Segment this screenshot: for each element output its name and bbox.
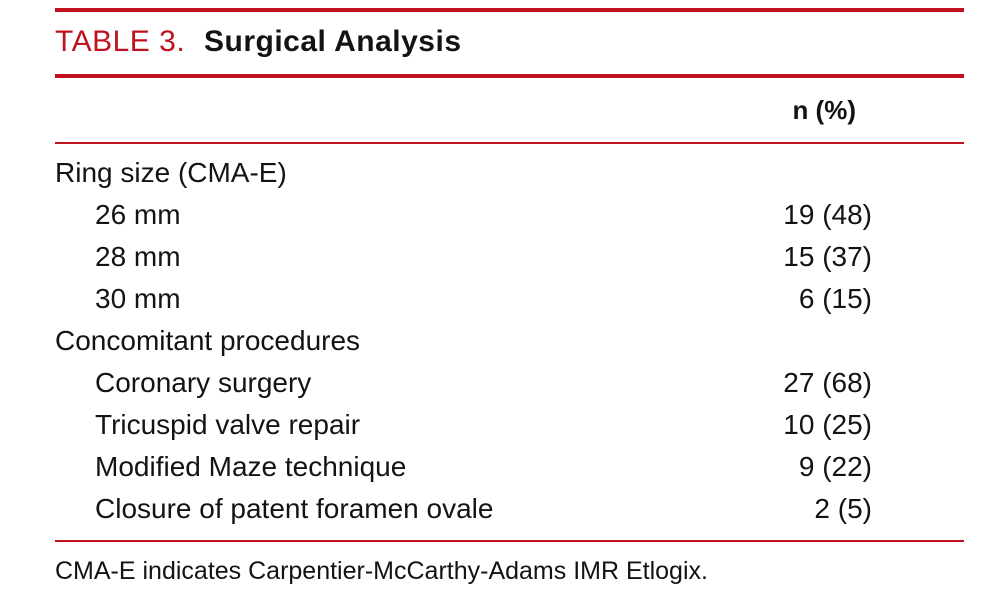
row-label: Modified Maze technique [95, 451, 407, 482]
row-value: 9 (22) [798, 451, 872, 482]
column-header-row: n (%) [55, 78, 964, 142]
footer-divider-rule [55, 540, 964, 542]
value-column-header: n (%) [792, 95, 856, 125]
row-label: Coronary surgery [95, 367, 312, 398]
top-rule [55, 8, 964, 12]
table-row: Modified Maze technique 9 (22) [55, 446, 964, 488]
table-row: 28 mm 15 (37) [55, 236, 964, 278]
row-label: Closure of patent foramen ovale [95, 493, 494, 524]
table-row: Tricuspid valve repair 10 (25) [55, 404, 964, 446]
row-label: Concomitant procedures [55, 325, 361, 356]
row-value: 6 (15) [798, 283, 872, 314]
row-label: Tricuspid valve repair [95, 409, 361, 440]
row-label: 26 mm [95, 199, 181, 230]
row-value: 19 (48) [783, 199, 872, 230]
table-title: TABLE 3. Surgical Analysis [55, 25, 964, 59]
title-divider-rule [55, 74, 964, 78]
table-row: Concomitant procedures [55, 320, 964, 362]
table-row: Ring size (CMA-E) [55, 152, 964, 194]
table-body: Ring size (CMA-E) 26 mm 19 (48) 28 mm 15… [55, 144, 964, 540]
row-value: 27 (68) [783, 367, 872, 398]
table-name: Surgical Analysis [204, 25, 462, 58]
table-row: Coronary surgery 27 (68) [55, 362, 964, 404]
table-row: 30 mm 6 (15) [55, 278, 964, 320]
row-label: Ring size (CMA-E) [55, 157, 287, 188]
row-label: 30 mm [95, 283, 181, 314]
row-label: 28 mm [95, 241, 181, 272]
table-row: 26 mm 19 (48) [55, 194, 964, 236]
table-footnote: CMA-E indicates Carpentier-McCarthy-Adam… [55, 557, 708, 585]
row-value: 15 (37) [783, 241, 872, 272]
row-value: 2 (5) [814, 493, 872, 524]
table-number-label: TABLE 3. [55, 25, 186, 58]
header-divider-rule [55, 142, 964, 144]
table-row: Closure of patent foramen ovale 2 (5) [55, 488, 964, 530]
row-value: 10 (25) [783, 409, 872, 440]
